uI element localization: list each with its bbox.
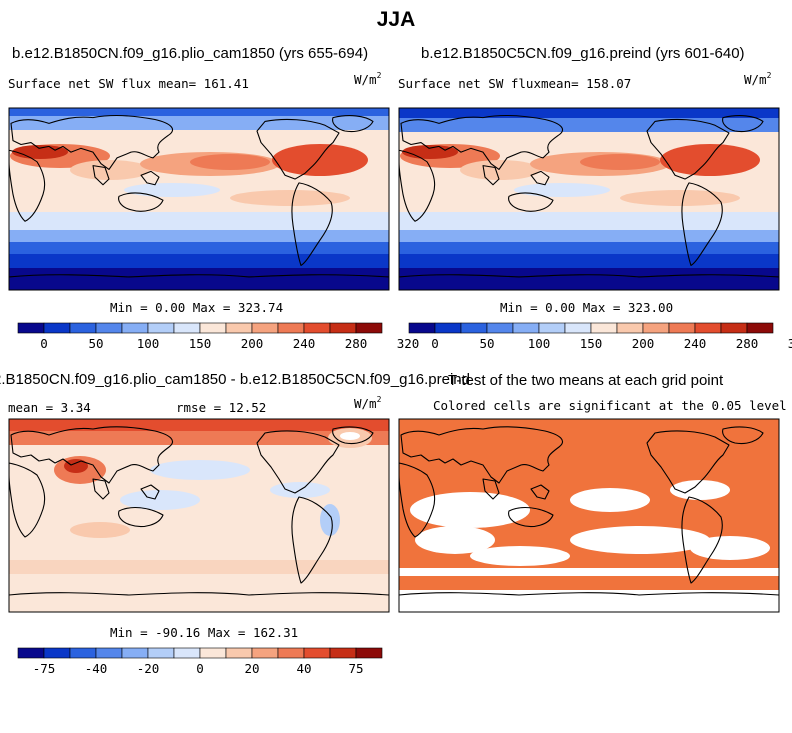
- colorbar-tick-label: 150: [580, 336, 603, 351]
- colorbar-tick-label: 100: [528, 336, 551, 351]
- colorbar-cell: [694, 322, 722, 334]
- map-ttest: [399, 419, 779, 612]
- panel-2-title: b.e12.B1850C5CN.f09_g16.preind (yrs 601-…: [421, 45, 745, 62]
- colorbar-tick-label: 0: [40, 336, 48, 351]
- colorbar-cell: [486, 322, 514, 334]
- colorbar-cell: [43, 322, 71, 334]
- colorbar-tick-label: 240: [684, 336, 707, 351]
- panel-3-units: W/m2: [354, 395, 382, 411]
- colorbar-cell: [173, 322, 201, 334]
- colorbar-cell: [43, 647, 71, 659]
- colorbar-cell: [69, 647, 97, 659]
- colorbar-tick-label: -20: [137, 661, 160, 676]
- colorbar-cell: [460, 322, 488, 334]
- map-difference: [9, 419, 389, 612]
- colorbar-cell: [121, 647, 149, 659]
- colorbar-cell: [199, 647, 227, 659]
- colorbar-tick-label: 240: [293, 336, 316, 351]
- colorbar-cell: [538, 322, 566, 334]
- colorbar-tick-label: 0: [431, 336, 439, 351]
- colorbar-cell: [303, 647, 331, 659]
- colorbar-cell: [95, 647, 123, 659]
- colorbar-tick-label: -75: [33, 661, 56, 676]
- colorbar-tick-label: 100: [137, 336, 160, 351]
- colorbar-cell: [225, 322, 253, 334]
- map-ttest-frame: [398, 418, 780, 613]
- colorbar-cell: [720, 322, 748, 334]
- panel-4-subtitle: Colored cells are significant at the 0.0…: [433, 398, 787, 413]
- colorbar-cell: [355, 647, 383, 659]
- panel-1-subtitle: Surface net SW flux mean= 161.41: [8, 76, 249, 91]
- colorbar-cell: [616, 322, 644, 334]
- colorbar-cell: [121, 322, 149, 334]
- colorbar-cell: [277, 647, 305, 659]
- panel-1-units: W/m2: [354, 71, 382, 87]
- panel-2-minmax: Min = 0.00 Max = 323.00: [500, 300, 674, 315]
- colorbar-cell: [434, 322, 462, 334]
- colorbar-cell: [17, 647, 45, 659]
- map-preind: [399, 108, 779, 290]
- colorbar-3: -75 -40 -20 0 20 40 75: [17, 647, 383, 676]
- colorbar-cell: [147, 647, 175, 659]
- colorbar-cell: [746, 322, 774, 334]
- colorbar-cell: [668, 322, 696, 334]
- colorbar-cell: [69, 322, 97, 334]
- figure-title: JJA: [376, 8, 416, 31]
- colorbar-tick-label: 40: [296, 661, 311, 676]
- colorbar-tick-label: 50: [88, 336, 103, 351]
- panel-3-title-clip: b.e12.B1850CN.f09_g16.plio_cam1850 - b.e…: [0, 366, 470, 388]
- colorbar-cell: [355, 322, 383, 334]
- colorbar-cell: [147, 322, 175, 334]
- colorbar-cell: [277, 322, 305, 334]
- colorbar-cell: [329, 322, 357, 334]
- colorbar-cell: [564, 322, 592, 334]
- colorbar-tick-label: 0: [196, 661, 204, 676]
- colorbar-cell: [225, 647, 253, 659]
- panel-3-mean: mean = 3.34: [8, 400, 91, 415]
- panel-3-minmax: Min = -90.16 Max = 162.31: [110, 625, 299, 640]
- colorbar-cell: [329, 647, 357, 659]
- colorbar-cell: [408, 322, 436, 334]
- colorbar-tick-label: 50: [479, 336, 494, 351]
- colorbar-tick-label: -40: [85, 661, 108, 676]
- colorbar-cell: [173, 647, 201, 659]
- colorbar-cell: [199, 322, 227, 334]
- panel-3-rmse: rmse = 12.52: [176, 400, 267, 415]
- colorbar-tick-label: 75: [348, 661, 363, 676]
- colorbar-tick-label: 320: [397, 336, 420, 351]
- colorbar-cell: [303, 322, 331, 334]
- map-preind-frame: [398, 107, 780, 291]
- panel-1-title: b.e12.B1850CN.f09_g16.plio_cam1850 (yrs …: [12, 45, 369, 62]
- map-difference-frame: [8, 418, 390, 613]
- colorbar-cell: [251, 647, 279, 659]
- colorbar-tick-label: 280: [345, 336, 368, 351]
- map-plio-frame: [8, 107, 390, 291]
- colorbar-tick-label: 150: [189, 336, 212, 351]
- panel-2-subtitle: Surface net SW fluxmean= 158.07: [398, 76, 632, 91]
- colorbar-cell: [590, 322, 618, 334]
- colorbar-cell: [642, 322, 670, 334]
- map-plio: [9, 108, 389, 290]
- colorbar-1: 0 50 100 150 200 240 280 320: [17, 322, 420, 351]
- panel-3-title: b.e12.B1850CN.f09_g16.plio_cam1850 - b.e…: [0, 371, 470, 388]
- colorbar-tick-label: 320: [788, 336, 792, 351]
- panel-4-title: T-test of the two means at each grid poi…: [448, 372, 724, 389]
- panel-1-minmax: Min = 0.00 Max = 323.74: [110, 300, 284, 315]
- panel-2-units: W/m2: [744, 71, 772, 87]
- colorbar-tick-label: 200: [241, 336, 264, 351]
- colorbar-cell: [251, 322, 279, 334]
- colorbar-tick-label: 280: [736, 336, 759, 351]
- colorbar-tick-label: 200: [632, 336, 655, 351]
- colorbar-cell: [512, 322, 540, 334]
- colorbar-tick-label: 20: [244, 661, 259, 676]
- colorbar-2: 0 50 100 150 200 240 280 320: [408, 322, 792, 351]
- colorbar-cell: [95, 322, 123, 334]
- colorbar-cell: [17, 322, 45, 334]
